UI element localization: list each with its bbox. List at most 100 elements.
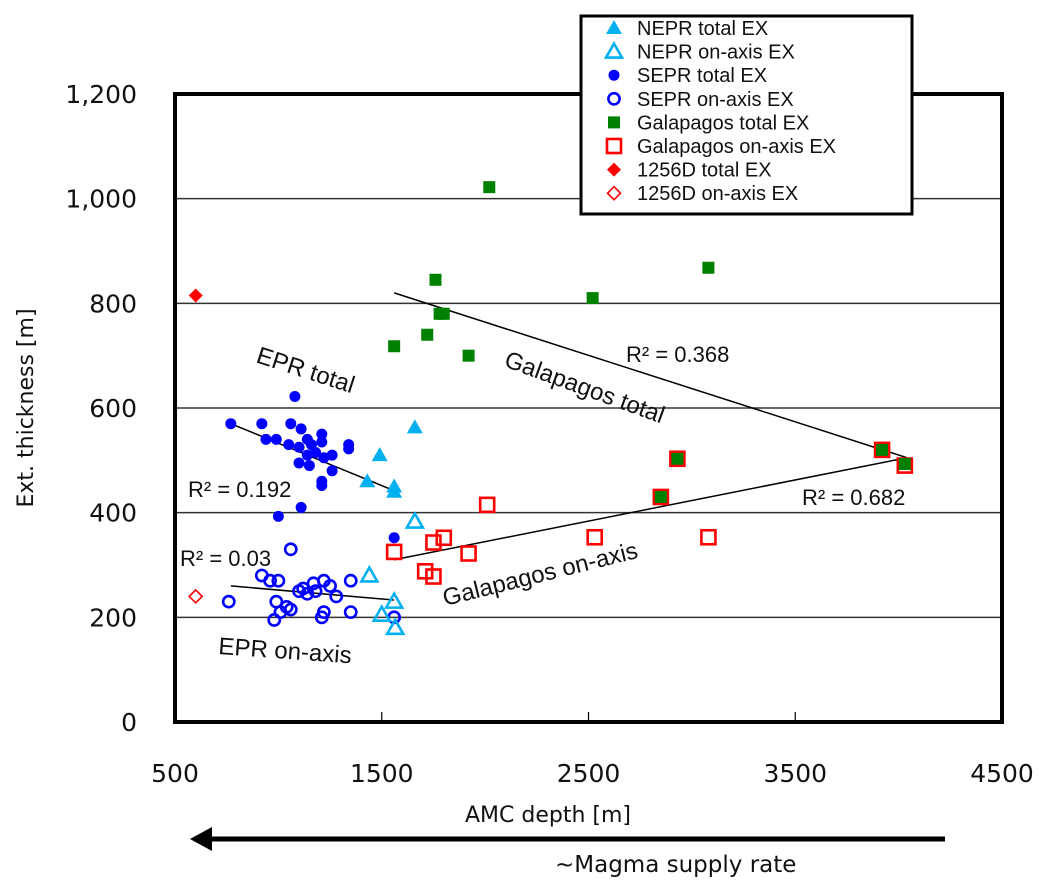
legend-label: NEPR on-axis EX xyxy=(637,42,795,64)
legend-label: Galapagos on-axis EX xyxy=(637,136,836,158)
sepr-total-ex-point xyxy=(326,449,338,461)
galapagos-total-ex-point xyxy=(462,349,475,362)
arrow-caption: ~Magma supply rate xyxy=(555,852,796,878)
x-axis-title: AMC depth [m] xyxy=(465,803,631,828)
sepr-on-axis-ex-point xyxy=(267,613,282,627)
1256d-total-ex-point xyxy=(188,288,203,303)
y-axis-tick-labels: 0 200 400 600 800 1,000 1,200 xyxy=(65,80,137,737)
galapagos-total-ex-point xyxy=(429,273,442,286)
galapagos-total-ex-point xyxy=(437,307,450,320)
legend-label: SEPR total EX xyxy=(637,65,767,87)
sepr-total-ex-point xyxy=(285,418,297,430)
galapagos-on-axis-ex-point xyxy=(478,496,496,514)
legend-marker-icon xyxy=(608,116,620,129)
trendline-galapagos-on-axis xyxy=(394,456,908,561)
magma-supply-arrow xyxy=(190,827,945,851)
x-axis-tick-labels: 500 1500 2500 3500 4500 xyxy=(151,759,1034,788)
y-tick-label: 1,200 xyxy=(65,80,137,109)
nepr-on-axis-ex-point xyxy=(371,604,392,623)
sepr-on-axis-ex-point xyxy=(343,573,358,588)
sepr-total-ex-point xyxy=(303,460,315,472)
sepr-on-axis-ex-point xyxy=(300,586,315,601)
y-tick-label: 1,000 xyxy=(65,185,137,214)
x-tick-label: 500 xyxy=(151,759,199,788)
series-nepr-total-ex xyxy=(359,419,423,498)
sepr-total-ex-point xyxy=(316,436,328,448)
sepr-total-ex-point xyxy=(295,423,307,435)
sepr-total-ex-point xyxy=(260,433,272,445)
sepr-total-ex-point xyxy=(293,457,305,469)
series-1256d-total-ex xyxy=(188,288,203,303)
galapagos-total-ex-point xyxy=(388,340,401,353)
sepr-total-ex-point xyxy=(318,452,330,464)
galapagos-on-axis-ex-point xyxy=(425,534,442,551)
nepr-total-ex-point xyxy=(386,483,403,498)
galapagos-on-axis-ex-point xyxy=(460,545,477,562)
sepr-total-ex-point xyxy=(256,418,268,430)
sepr-on-axis-ex-point xyxy=(323,579,337,593)
legend-item: SEPR total EX xyxy=(608,65,767,87)
sepr-total-ex-point xyxy=(293,441,305,453)
sepr-on-axis-ex-point xyxy=(306,576,321,591)
galapagos-total-ex-point xyxy=(876,443,889,456)
galapagos-total-ex-point xyxy=(671,452,684,465)
trendline-annotations: EPR total R² = 0.192 EPR on-axis R² = 0.03 G… xyxy=(180,342,905,669)
legend-label: NEPR total EX xyxy=(637,18,768,40)
legend-marker-icon xyxy=(607,91,621,106)
sepr-on-axis-ex-point xyxy=(221,594,236,609)
galapagos-on-axis-ex-point xyxy=(385,543,403,561)
sepr-total-ex-point xyxy=(388,532,400,544)
galapagos-on-axis-ex-point xyxy=(425,568,442,585)
galapagos-on-axis-ex-point xyxy=(652,488,670,506)
series-1256d-on-axis-ex xyxy=(188,588,204,605)
nepr-on-axis-ex-point xyxy=(404,510,426,529)
trendline-galapagos-total xyxy=(393,292,908,459)
sepr-on-axis-ex-point xyxy=(263,573,278,588)
legend-item: Galapagos on-axis EX xyxy=(605,136,836,158)
legend-item: NEPR on-axis EX xyxy=(603,40,795,64)
x-axis-ticks xyxy=(381,712,796,722)
sepr-on-axis-ex-point xyxy=(308,584,323,599)
arrow-head-icon xyxy=(190,827,212,851)
legend-item: Galapagos total EX xyxy=(608,112,809,134)
sepr-total-ex-point xyxy=(316,479,328,491)
galapagos-on-axis-ex-point xyxy=(586,528,604,546)
sepr-total-ex-point xyxy=(301,449,313,461)
legend-box xyxy=(579,14,914,216)
series-galapagos-total-ex xyxy=(388,181,911,503)
x-tick-label: 2500 xyxy=(557,759,621,788)
legend-label: 1256D total EX xyxy=(637,160,772,182)
y-tick-label: 800 xyxy=(89,289,137,318)
galapagos-total-ex-point xyxy=(702,261,715,274)
legend-marker-icon xyxy=(606,185,622,201)
galapagos-on-axis-ex-point xyxy=(700,528,717,546)
sepr-total-ex-point xyxy=(225,418,237,430)
data-points xyxy=(188,181,914,636)
sepr-total-ex-point xyxy=(283,439,295,451)
galapagos-total-ex-point xyxy=(421,328,434,341)
legend-item: NEPR total EX xyxy=(606,18,768,40)
nepr-total-ex-point xyxy=(359,473,376,488)
legend-label: SEPR on-axis EX xyxy=(637,89,794,111)
series-sepr-on-axis-ex xyxy=(221,542,402,627)
label-galapagos-on-axis: Galapagos on-axis xyxy=(440,537,641,612)
galapagos-total-ex-point xyxy=(586,292,599,305)
nepr-on-axis-ex-point xyxy=(359,564,380,583)
galapagos-total-ex-point xyxy=(654,490,667,503)
sepr-total-ex-point xyxy=(270,433,282,445)
y-tick-label: 600 xyxy=(89,394,137,423)
y-axis-title: Ext. thickness [m] xyxy=(14,308,39,507)
legend-item: SEPR on-axis EX xyxy=(607,89,794,111)
y-tick-label: 400 xyxy=(89,499,137,528)
x-tick-label: 4500 xyxy=(970,759,1034,788)
label-epr-total: EPR total xyxy=(253,342,358,399)
series-sepr-total-ex xyxy=(225,390,400,544)
galapagos-on-axis-ex-point xyxy=(669,450,686,468)
sepr-total-ex-point xyxy=(272,510,284,522)
legend-item: 1256D total EX xyxy=(607,160,772,182)
series-nepr-on-axis-ex xyxy=(359,510,426,636)
r2-galapagos-on-axis: R² = 0.682 xyxy=(802,485,905,510)
legend-marker-icon xyxy=(605,137,623,155)
